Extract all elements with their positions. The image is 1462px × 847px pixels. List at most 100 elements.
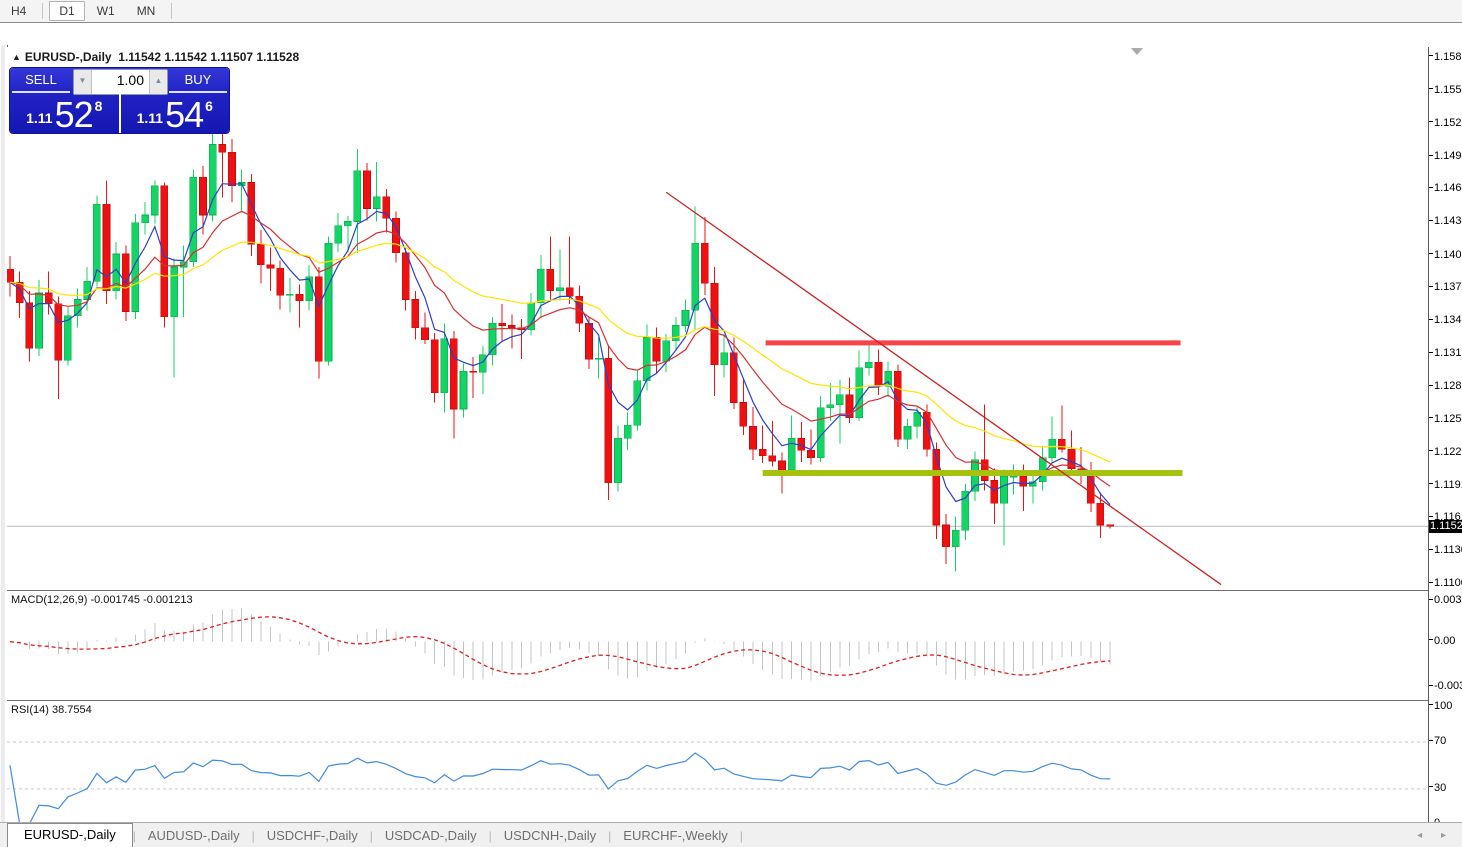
chart-tab-usdchf[interactable]: USDCHF-,Daily [255, 825, 370, 847]
price-tick: 1.12520 [1429, 413, 1462, 425]
chart-title-symbol: EURUSD-,Daily [25, 50, 112, 64]
chart-window: 1.158601.155551.152501.149451.146451.143… [0, 22, 1462, 823]
price-tick: 1.13735 [1429, 281, 1462, 293]
candle-body [827, 405, 834, 408]
candle-body [779, 461, 786, 470]
candle-body [836, 395, 843, 405]
tab-scroll-arrows[interactable]: ◂ ▸ [1417, 830, 1454, 841]
rsi-tick: 100 [1429, 700, 1462, 712]
candle-body [142, 215, 149, 223]
candle-body [7, 269, 14, 282]
macd-canvas[interactable] [7, 591, 1428, 701]
macd-tick: 0.00 [1429, 635, 1462, 647]
candle-body [875, 362, 882, 386]
candle-body [721, 353, 728, 365]
candle-body [228, 152, 235, 186]
candle-body [759, 449, 766, 456]
candle-body [151, 186, 158, 215]
sell-price-sup: 8 [95, 98, 103, 114]
price-tick: 1.15555 [1429, 84, 1462, 96]
price-axis[interactable]: 1.158601.155551.152501.149451.146451.143… [1428, 47, 1462, 844]
one-click-trading-panel: SELL ▼ 1.00 ▲ BUY 1.11 52 8 1.11 54 6 [10, 68, 229, 133]
candle-body [209, 145, 216, 215]
candle-body [663, 341, 670, 362]
candle-body [84, 281, 91, 299]
candle-body [171, 267, 178, 317]
candle-body [1097, 503, 1104, 525]
price-tick: 1.11305 [1429, 544, 1462, 556]
candle-body [450, 339, 457, 409]
buy-price-small: 1.11 [137, 110, 163, 126]
rsi-canvas[interactable] [7, 701, 1428, 824]
chart-title-ohlc: 1.11542 1.11542 1.11507 1.11528 [118, 50, 299, 64]
candle-body [692, 243, 699, 310]
candle-body [344, 221, 351, 225]
candle-body [943, 525, 950, 547]
candle-body [750, 426, 757, 449]
timeframe-button-d1[interactable]: D1 [49, 1, 84, 21]
price-tick: 1.13430 [1429, 314, 1462, 326]
price-tick: 1.12215 [1429, 446, 1462, 458]
toolbar-separator [42, 3, 43, 19]
candle-body [402, 253, 409, 300]
timeframe-button-h4[interactable]: H4 [1, 1, 36, 21]
candle-body [200, 177, 207, 215]
chart-tab-eurchf[interactable]: EURCHF-,Weekly [611, 825, 740, 847]
candle-body [643, 337, 650, 380]
buy-price-big: 54 [165, 100, 203, 130]
chart-tab-audusd[interactable]: AUDUSD-,Daily [136, 825, 252, 847]
macd-tick: -0.003659 [1429, 680, 1462, 692]
candle-body [296, 294, 303, 301]
candle-body [952, 530, 959, 546]
price-tick: 1.14945 [1429, 150, 1462, 162]
chart-tab-bar: EURUSD-,Daily|AUDUSD-,Daily|USDCHF-,Dail… [0, 822, 1462, 847]
collapse-arrow-icon[interactable]: ▲ [12, 52, 21, 62]
candle-body [711, 283, 718, 364]
candle-body [894, 371, 901, 439]
candle-body [383, 197, 390, 219]
sell-button[interactable]: SELL [12, 70, 70, 93]
candle-body [1010, 476, 1017, 477]
volume-decrease-icon[interactable]: ▼ [74, 70, 92, 94]
price-tick: 1.15860 [1429, 51, 1462, 63]
candle-body [315, 277, 322, 362]
candle-body [933, 449, 940, 525]
candle-body [441, 339, 448, 393]
price-tick: 1.14035 [1429, 249, 1462, 261]
candle-body [277, 268, 284, 295]
candle-body [624, 425, 631, 438]
candle-body [1058, 439, 1065, 449]
chart-shift-marker-icon[interactable] [1131, 48, 1143, 55]
price-tick: 1.14645 [1429, 182, 1462, 194]
candle-body [354, 171, 361, 222]
rsi-pane[interactable] [7, 700, 1428, 824]
candle-body [701, 243, 708, 283]
candle-body [460, 371, 467, 409]
candle-body [653, 337, 660, 361]
timeframe-button-w1[interactable]: W1 [87, 1, 125, 21]
tab-separator: | [740, 829, 743, 847]
timeframe-button-mn[interactable]: MN [127, 1, 166, 21]
chart-tab-usdcnh[interactable]: USDCNH-,Daily [492, 825, 608, 847]
buy-price-display[interactable]: 1.11 54 6 [121, 94, 230, 133]
candle-body [257, 244, 264, 265]
candle-body [508, 326, 515, 328]
macd-pane[interactable] [7, 590, 1428, 701]
price-tick: 1.11910 [1429, 479, 1462, 491]
chart-title: ▲ EURUSD-,Daily 1.11542 1.11542 1.11507 1… [12, 50, 299, 64]
chart-tab-eurusd[interactable]: EURUSD-,Daily [7, 823, 133, 847]
rsi-indicator-label: RSI(14) 38.7554 [11, 704, 92, 716]
candle-body [286, 294, 293, 295]
sell-price-display[interactable]: 1.11 52 8 [10, 94, 121, 133]
volume-value[interactable]: 1.00 [92, 70, 149, 94]
candle-body [161, 186, 168, 317]
candle-body [672, 326, 679, 341]
candle-body [586, 323, 593, 359]
volume-increase-icon[interactable]: ▲ [149, 70, 167, 94]
candle-body [798, 438, 805, 450]
sell-price-big: 52 [55, 100, 93, 130]
chart-tab-usdcad[interactable]: USDCAD-,Daily [373, 825, 489, 847]
buy-button[interactable]: BUY [169, 70, 227, 93]
candle-body [537, 269, 544, 303]
candle-body [219, 145, 226, 153]
